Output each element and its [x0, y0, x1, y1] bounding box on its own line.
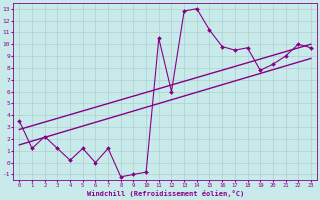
X-axis label: Windchill (Refroidissement éolien,°C): Windchill (Refroidissement éolien,°C) — [86, 190, 244, 197]
